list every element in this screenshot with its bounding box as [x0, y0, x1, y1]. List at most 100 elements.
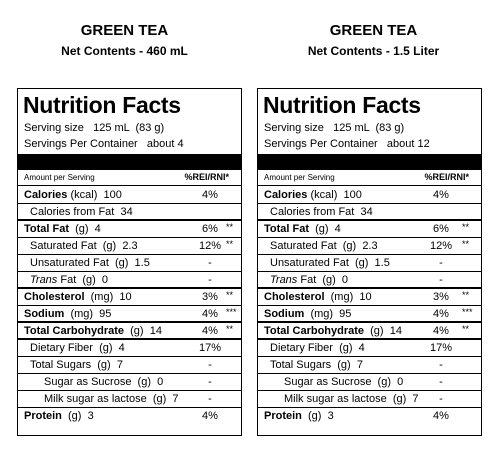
footnote-asterisks: **: [226, 222, 234, 232]
nutrient-name: Saturated Fat (g) 2.3: [270, 240, 378, 252]
percent-value: -: [208, 393, 212, 405]
nutrient-name: Dietary Fiber (g) 4: [30, 342, 125, 354]
nutrient-name: Sodium (mg) 95: [264, 308, 352, 320]
footnote-asterisks: **: [226, 324, 234, 334]
serving-size: Serving size 125 mL (83 g): [264, 122, 405, 134]
nutrient-name: Unsaturated Fat (g) 1.5: [30, 257, 150, 269]
nutrient-row: Total Sugars (g) 7 -: [18, 357, 241, 374]
nutrient-row: Saturated Fat (g) 2.3 12% **: [18, 238, 241, 255]
percent-value: -: [439, 376, 443, 388]
nutrient-row: Dietary Fiber (g) 4 17%: [258, 340, 481, 357]
percent-value: -: [439, 274, 443, 286]
nutrient-row: Dietary Fiber (g) 4 17%: [18, 340, 241, 357]
product-panel-460ml: GREEN TEA Net Contents - 460 mL Nutritio…: [17, 22, 242, 436]
amount-per-serving-label: Amount per Serving: [24, 173, 95, 182]
nutrient-row: Saturated Fat (g) 2.3 12% **: [258, 238, 481, 255]
percent-value: 17%: [198, 342, 222, 354]
nutrient-row: Cholesterol (mg) 10 3% **: [258, 289, 481, 306]
product-panel-1500ml: GREEN TEA Net Contents - 1.5 Liter Nutri…: [249, 0, 498, 458]
nutrient-name: Total Fat (g) 4: [264, 223, 341, 235]
nutrient-row: Protein (g) 3 4%: [258, 408, 481, 425]
nutrient-row: Protein (g) 3 4%: [18, 408, 241, 425]
nutrient-row: Unsaturated Fat (g) 1.5 -: [18, 255, 241, 272]
nutrient-name: Unsaturated Fat (g) 1.5: [270, 257, 390, 269]
amount-per-serving-label: Amount per Serving: [264, 173, 335, 182]
nutrient-row: Milk sugar as lactose (g) 7 -: [18, 391, 241, 408]
nutrient-row: Trans Fat (g) 0 -: [258, 272, 481, 289]
percent-value: 6%: [202, 223, 218, 235]
percent-value: 12%: [429, 240, 453, 252]
percent-header: %REI/RNI*: [424, 172, 469, 182]
nutrition-facts-title: Nutrition Facts: [23, 92, 181, 118]
nutrient-name: Total Sugars (g) 7: [30, 359, 123, 371]
nutrient-row: Unsaturated Fat (g) 1.5 -: [258, 255, 481, 272]
header-divider: [18, 185, 241, 186]
header-divider: [258, 185, 481, 186]
nutrient-row: Sugar as Sucrose (g) 0 -: [258, 374, 481, 391]
percent-value: -: [208, 376, 212, 388]
nutrient-name: Total Fat (g) 4: [24, 223, 101, 235]
nutrient-name: Total Carbohydrate (g) 14: [264, 325, 402, 337]
net-contents: Net Contents - 1.5 Liter: [307, 44, 440, 58]
percent-value: 4%: [202, 325, 218, 337]
nutrient-row: Trans Fat (g) 0 -: [18, 272, 241, 289]
nutrient-row: Total Fat (g) 4 6% **: [258, 221, 481, 238]
nutrient-name: Calories from Fat 34: [30, 206, 133, 218]
percent-value: -: [439, 393, 443, 405]
nutrient-name: Sugar as Sucrose (g) 0: [44, 376, 164, 388]
product-title: GREEN TEA: [80, 22, 169, 39]
nutrition-facts-title: Nutrition Facts: [263, 92, 421, 118]
nutrient-row: Milk sugar as lactose (g) 7 -: [258, 391, 481, 408]
percent-value: -: [208, 257, 212, 269]
nutrient-name: Total Sugars (g) 7: [270, 359, 363, 371]
nutrient-row: Sugar as Sucrose (g) 0 -: [18, 374, 241, 391]
nutrient-name: Milk sugar as lactose (g) 7: [284, 393, 419, 405]
percent-value: 4%: [202, 189, 218, 201]
percent-value: 6%: [433, 223, 449, 235]
amount-header: Amount per Serving %REI/RNI*: [258, 172, 481, 185]
percent-header: %REI/RNI*: [184, 172, 229, 182]
footnote-asterisks: **: [226, 290, 234, 300]
percent-value: 4%: [433, 308, 449, 320]
percent-value: -: [208, 274, 212, 286]
nutrient-name: Calories (kcal) 100: [264, 189, 362, 201]
percent-value: 17%: [429, 342, 453, 354]
nutrient-name: Protein (g) 3: [264, 410, 334, 422]
amount-header: Amount per Serving %REI/RNI*: [18, 172, 241, 185]
footnote-asterisks: **: [462, 239, 470, 249]
nutrient-row: Calories from Fat 34: [18, 204, 241, 221]
servings-per-container: Servings Per Container about 4: [24, 138, 184, 150]
nutrient-row: Sodium (mg) 95 4% ***: [18, 306, 241, 323]
footnote-asterisks: **: [462, 222, 470, 232]
nutrient-name: Cholesterol (mg) 10: [24, 291, 132, 303]
nutrient-name: Calories (kcal) 100: [24, 189, 122, 201]
percent-value: 4%: [202, 410, 218, 422]
nutrition-facts-label: Nutrition Facts Serving size 125 mL (83 …: [257, 88, 482, 436]
nutrient-name: Protein (g) 3: [24, 410, 94, 422]
nutrient-name: Saturated Fat (g) 2.3: [30, 240, 138, 252]
footnote-asterisks: **: [226, 239, 234, 249]
nutrient-row: Calories (kcal) 100 4%: [18, 187, 241, 204]
nutrient-row: Total Fat (g) 4 6% **: [18, 221, 241, 238]
servings-per-container: Servings Per Container about 12: [264, 138, 430, 150]
thick-divider-bar: [18, 154, 241, 170]
net-contents: Net Contents - 460 mL: [61, 44, 188, 58]
percent-value: 4%: [433, 325, 449, 337]
footnote-asterisks: **: [462, 290, 470, 300]
nutrient-row: Calories (kcal) 100 4%: [258, 187, 481, 204]
percent-value: -: [208, 359, 212, 371]
percent-value: 4%: [433, 410, 449, 422]
nutrient-rows: Calories (kcal) 100 4% Calories from Fat 3…: [258, 187, 481, 425]
nutrient-row: Total Sugars (g) 7 -: [258, 357, 481, 374]
nutrient-row: Total Carbohydrate (g) 14 4% **: [18, 323, 241, 340]
footnote-asterisks: ***: [226, 307, 237, 317]
percent-value: -: [439, 359, 443, 371]
nutrient-rows: Calories (kcal) 100 4% Calories from Fat 3…: [18, 187, 241, 425]
footnote-asterisks: **: [462, 324, 470, 334]
nutrient-row: Total Carbohydrate (g) 14 4% **: [258, 323, 481, 340]
serving-size: Serving size 125 mL (83 g): [24, 122, 165, 134]
percent-value: 12%: [198, 240, 222, 252]
nutrient-name: Milk sugar as lactose (g) 7: [44, 393, 179, 405]
nutrient-name: Dietary Fiber (g) 4: [270, 342, 365, 354]
nutrient-name: Cholesterol (mg) 10: [264, 291, 372, 303]
